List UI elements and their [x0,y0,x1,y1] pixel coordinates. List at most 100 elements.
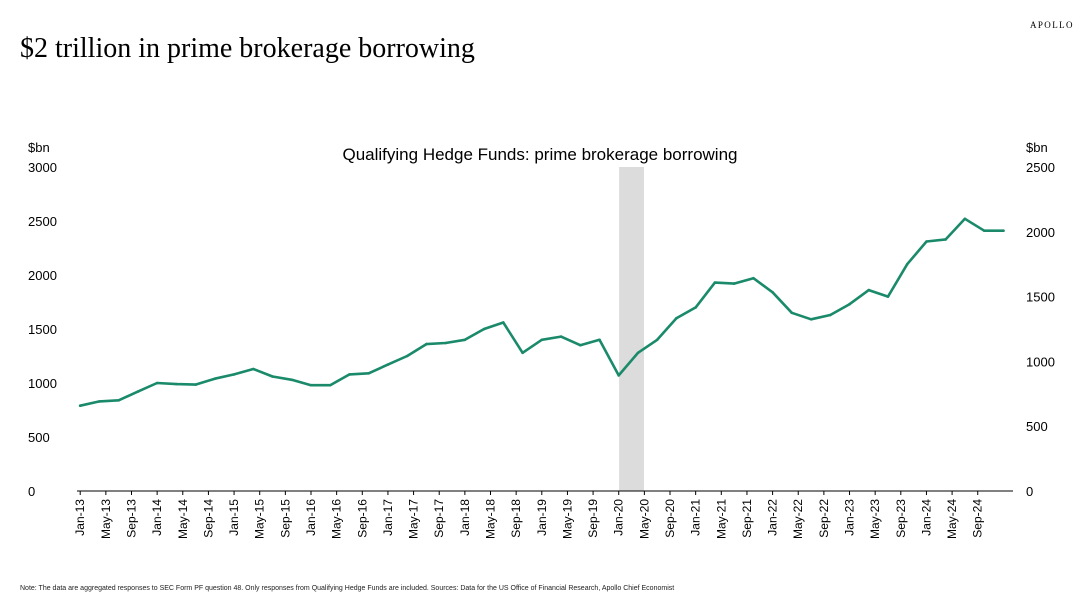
data-point [175,382,178,386]
x-tick-label: May-14 [176,499,190,539]
x-tick-label: Jan-14 [150,499,164,536]
x-tick-label: May-22 [791,499,805,539]
x-tick-label: May-24 [945,499,959,539]
chart-title: Qualifying Hedge Funds: prime brokerage … [343,145,738,164]
brand-logo: APOLLO [1030,20,1074,30]
x-tick-label: May-20 [637,499,651,539]
left-y-tick-label: 500 [28,430,50,445]
data-point [848,302,851,306]
data-point [386,363,390,366]
data-point [232,373,236,376]
x-tick-label: Jan-24 [919,499,933,536]
left-y-tick-label: 2000 [28,268,57,283]
data-point [598,338,601,342]
data-point [732,282,736,285]
data-point [117,399,120,402]
data-point [655,338,659,342]
data-point [752,276,755,280]
x-tick-label: Jan-15 [227,499,241,536]
x-tick-label: Jan-13 [73,499,87,536]
x-tick-label: May-16 [330,499,344,539]
right-axis-unit: $bn [1026,140,1048,155]
data-point [963,217,967,221]
labels-layer: Jan-13 May-13 Sep-13 Jan-14 May-14 Sep-14 Jan-… [28,140,1055,539]
x-tick-label: Jan-18 [458,499,472,536]
data-point [367,372,371,375]
x-tick-label: Sep-22 [817,499,831,538]
left-y-tick-label: 3000 [28,160,57,175]
x-tick-label: Sep-13 [124,499,138,538]
x-tick-label: May-23 [868,499,882,539]
data-point [271,375,274,378]
x-tick-label: Sep-17 [432,499,446,538]
data-point [713,281,717,284]
left-y-tick-label: 2500 [28,214,57,229]
data-point [636,351,640,355]
data-point [579,343,582,347]
data-point [829,313,832,317]
x-tick-label: May-15 [253,499,267,539]
x-tick-label: Sep-18 [509,499,523,538]
right-y-tick-label: 1500 [1026,290,1055,305]
data-point [194,383,197,386]
data-point [405,354,409,358]
data-point [617,374,620,377]
series-layer [78,217,1005,408]
data-point [78,404,82,408]
series-line [78,217,1005,408]
data-point [809,318,813,321]
recession-layer [619,167,644,491]
data-point [925,240,928,243]
data-point [482,327,486,331]
x-tick-label: Jan-22 [766,499,780,536]
data-point [771,291,774,294]
data-point [790,311,794,315]
x-tick-label: Sep-21 [740,499,754,538]
right-y-tick-label: 1000 [1026,354,1055,369]
data-point [521,351,524,355]
x-tick-label: May-18 [484,499,498,539]
x-tick-label: May-21 [714,499,728,539]
x-tick-label: Jan-21 [689,499,703,536]
data-point [886,295,890,298]
data-point [1002,229,1005,232]
data-point [309,383,313,387]
data-point [905,262,909,266]
right-y-tick-label: 2000 [1026,225,1055,240]
right-y-tick-label: 500 [1026,419,1048,434]
x-tick-label: Sep-23 [894,499,908,538]
right-y-tick-label: 2500 [1026,160,1055,175]
x-tick-label: May-13 [99,499,113,539]
data-point [559,335,563,338]
data-point [694,306,697,309]
data-point [867,288,871,292]
data-point [444,341,447,345]
data-point [675,316,678,320]
left-axis-unit: $bn [28,140,50,155]
right-y-tick-label: 0 [1026,484,1033,499]
x-tick-label: Jan-17 [381,499,395,536]
x-tick-label: Sep-15 [278,499,292,538]
data-point [136,390,140,393]
data-point [328,383,332,387]
source-note: Note: The data are aggregated responses … [20,585,675,592]
x-tick-label: Sep-16 [355,499,369,538]
x-tick-label: May-17 [407,499,421,539]
data-point [982,229,986,232]
x-tick-label: Jan-19 [535,499,549,536]
data-point [540,338,544,342]
x-tick-label: Sep-14 [201,499,215,538]
data-point [425,342,428,346]
data-point [213,377,217,381]
left-y-tick-label: 0 [28,484,35,499]
left-y-tick-label: 1000 [28,376,57,391]
left-y-tick-label: 1500 [28,322,57,337]
data-point [348,373,351,376]
x-tick-label: Jan-16 [304,499,318,536]
data-point [290,378,294,382]
page-title: $2 trillion in prime brokerage borrowing [20,33,475,64]
x-tick-label: May-19 [560,499,574,539]
x-tick-label: Jan-20 [612,499,626,536]
data-point [944,238,947,241]
data-point [98,400,101,403]
